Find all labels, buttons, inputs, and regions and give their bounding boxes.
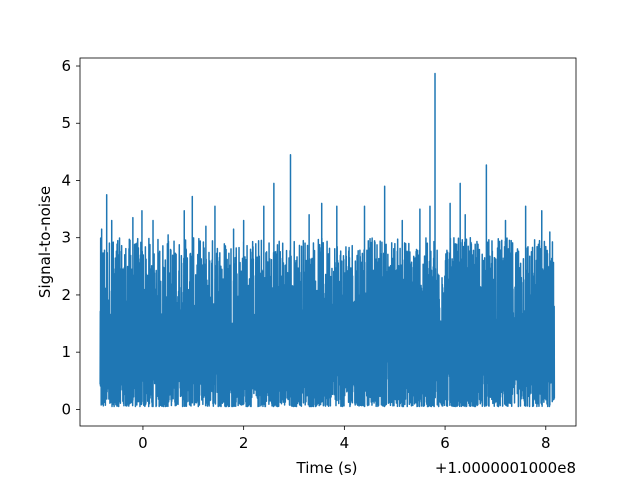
- x-tick-label: 4: [340, 434, 350, 452]
- x-tick-label: 0: [138, 434, 148, 452]
- y-tick-label: 5: [61, 114, 71, 132]
- axes: 0 2 4 6 8 0 1 2 3 4 5 6: [61, 57, 577, 452]
- x-tick-label: 8: [541, 434, 551, 452]
- axes-frame: [79, 57, 577, 427]
- y-tick-label: 4: [61, 171, 71, 189]
- y-tick-label: 2: [61, 286, 71, 304]
- plot-area: [99, 72, 556, 408]
- y-tick-label: 3: [61, 229, 71, 247]
- x-tick-label: 6: [440, 434, 450, 452]
- series-line: [99, 72, 556, 408]
- x-axis-label: Time (s): [296, 459, 358, 477]
- y-tick-label: 1: [61, 343, 71, 361]
- y-tick-label: 6: [61, 57, 71, 75]
- y-tick-label: 0: [61, 400, 71, 418]
- x-axis-offset-label: +1.0000001000e8: [435, 459, 576, 477]
- x-tick-label: 2: [239, 434, 249, 452]
- y-axis-label: Signal-to-noise: [36, 186, 54, 298]
